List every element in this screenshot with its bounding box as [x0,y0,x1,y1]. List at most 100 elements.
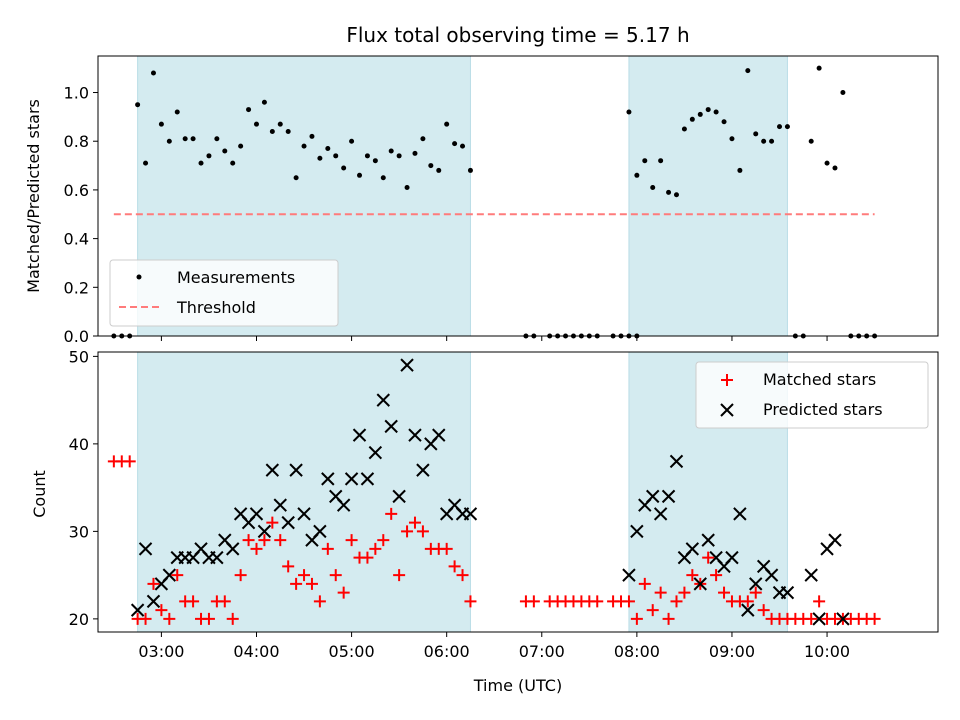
predicted-star-point [336,498,351,512]
predicted-star-point [368,445,383,460]
matched-star-point [163,612,176,625]
predicted-star-point [764,568,779,582]
top-x-ticks [160,336,828,341]
top-legend-box [109,259,339,327]
x-tick-label: 03:00 [138,642,184,661]
measurement-point [190,136,196,142]
bottom-x-ticks: 03:00 04:00 05:00 06:00 07:00 08:00 09:00 10:00 [138,632,850,661]
x-tick-label: 04:00 [233,642,279,661]
measurement-point [745,68,751,74]
chart-title: Flux total observing time = 5.17 h [346,23,689,47]
matched-star-point [408,516,421,529]
measurement-point [436,167,442,173]
predicted-star-point [780,585,795,600]
predicted-star-point [725,550,739,565]
predicted-star-point [463,507,478,521]
measurement-point [673,192,679,198]
matched-star-point [670,595,683,608]
matched-star-point [298,569,311,582]
matched-star-point [250,542,263,555]
y-tick-label: 30 [69,522,89,541]
legend-measurements-marker [136,274,142,280]
matched-star-point [361,551,374,564]
matched-star-point [401,525,414,538]
bottom-legend: Matched stars Predicted stars [695,361,929,429]
predicted-star-point [812,612,826,626]
top-axes-frame [97,55,939,337]
bottom-y-ticks: 20 30 40 50 [69,347,98,629]
matched-star-point [266,516,279,529]
measurement-point [467,167,473,173]
y-tick-label: 1.0 [64,84,89,103]
measurement-point [341,165,347,171]
predicted-star-point [630,524,644,539]
measurement-point [420,136,426,142]
predicted-star-point [400,358,414,372]
matched-star-point [813,595,826,608]
predicted-star-point [162,568,177,582]
measurement-point [158,121,164,127]
predicted-star-point [685,542,700,556]
measurement-point [705,107,711,113]
matched-star-point [464,595,477,608]
measurement-point [143,160,149,166]
x-tick-label: 07:00 [519,642,565,661]
measurement-point [460,143,466,149]
top-legend: Measurements Threshold [109,259,339,327]
matched-star-point [749,586,762,599]
measurement-point [697,111,703,117]
x-axis-label: Time (UTC) [473,676,562,695]
measurement-point [769,138,775,144]
matched-star-point [123,455,136,468]
measurement-point [380,175,386,181]
measurement-point [238,143,244,149]
bottom-shaded-intervals [137,351,788,633]
predicted-star-point [257,524,272,539]
predicted-star-point [701,533,715,547]
matched-star-point [416,525,429,538]
matched-star-point [678,586,691,599]
predicted-star-point [376,393,390,407]
x-tick-label: 06:00 [424,642,470,661]
matched-star-point [805,612,818,625]
predicted-star-point [249,507,264,521]
measurement-point [309,133,315,139]
predicted-star-point [130,603,145,617]
predicted-star-point [693,577,707,591]
measurement-point [285,128,291,134]
matched-star-point [369,542,382,555]
measurement-point [277,121,283,127]
measurement-point [681,126,687,132]
y-tick-label: 20 [69,610,89,629]
predicted-star-point [265,463,280,477]
measurement-point [626,109,632,115]
x-tick-label: 09:00 [709,642,755,661]
matched-star-point [305,577,318,590]
predicted-star-point [384,419,398,434]
measurement-point [222,148,228,154]
legend-predicted-marker [720,403,734,417]
predicted-star-point [828,533,842,547]
measurement-point [753,131,759,137]
matched-star-point [527,595,540,608]
matched-star-point [630,612,643,625]
matched-star-point [702,551,715,564]
matched-star-point [741,595,754,608]
measurement-point [824,160,830,166]
y-tick-label: 0.2 [64,278,89,297]
measurement-point [404,184,410,190]
top-y-axis-label: Matched/Predicted stars [24,99,43,293]
predicted-star-point [646,489,660,504]
matched-star-point [337,586,350,599]
predicted-star-point [432,428,446,442]
measurement-point [214,136,220,142]
predicted-star-point [321,472,335,486]
matched-star-point [218,595,231,608]
measurement-point [293,175,299,181]
top-panel: 0.0 0.2 0.4 0.6 0.8 1.0 Matched/Predicted sta… [24,55,939,346]
measurement-point [349,138,355,144]
matched-star-point [290,577,303,590]
measurement-points [111,65,878,339]
matched-star-point [646,604,659,617]
